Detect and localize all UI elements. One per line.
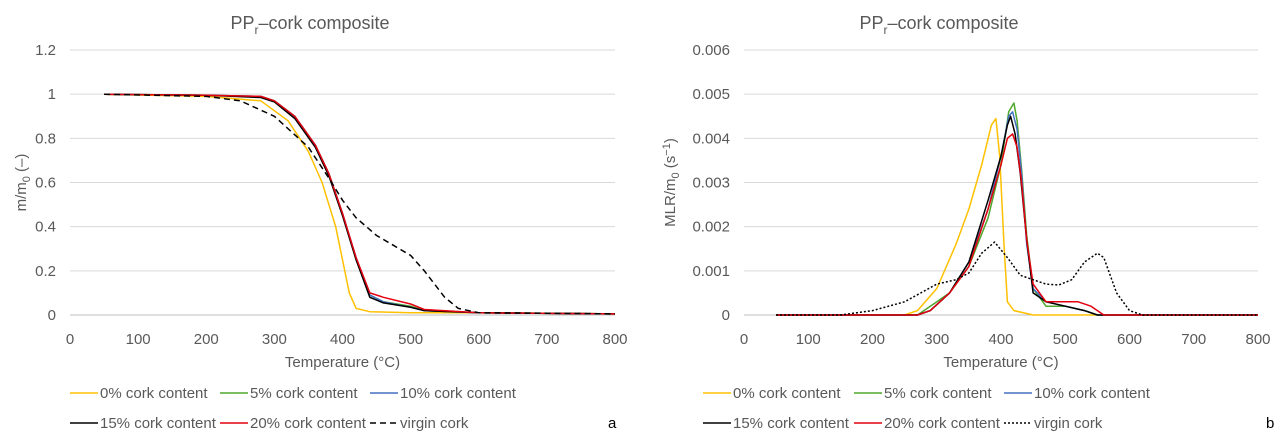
legend-label: 15% cork content	[100, 415, 217, 432]
series-line-15-cork-content	[104, 93, 616, 315]
x-tick-label: 800	[602, 331, 627, 348]
y-axis-label: MLR/m0 (s−1)	[661, 138, 682, 227]
series-line-virgin-cork	[104, 93, 616, 315]
legend-label: 20% cork content	[884, 415, 1001, 432]
y-tick-label: 0.8	[35, 130, 56, 147]
x-tick-label: 700	[534, 331, 559, 348]
legend-label: 10% cork content	[400, 385, 517, 402]
series-line-0-cork-content	[104, 93, 616, 315]
x-tick-label: 800	[1245, 331, 1270, 348]
y-axis-label: m/m0 (–)	[13, 154, 33, 212]
series-line-20-cork-content	[104, 93, 616, 315]
x-tick-label: 600	[466, 331, 491, 348]
y-tick-label: 1	[48, 86, 56, 103]
x-tick-label: 500	[1053, 331, 1078, 348]
x-tick-label: 300	[924, 331, 949, 348]
y-tick-label: 0.002	[692, 219, 730, 236]
chart-a-svg: 0 0.2 0.4 0.6 0.8 1 1.2 0 100 200 300 400 500 600 700 8…	[13, 13, 628, 432]
y-tick-label: 0	[722, 307, 730, 324]
chart-title: PPr–cork composite	[230, 13, 389, 37]
series-line-10-cork-content	[776, 111, 1258, 316]
chart-title: PPr–cork composite	[859, 13, 1018, 37]
y-tick-label: 0.003	[692, 175, 730, 192]
x-tick-label: 500	[398, 331, 423, 348]
y-tick-label: 0.6	[35, 175, 56, 192]
y-tick-label: 0.001	[692, 263, 730, 280]
legend-label: 5% cork content	[250, 385, 358, 402]
y-tick-label: 0.006	[692, 42, 730, 59]
y-tick-label: 0.005	[692, 86, 730, 103]
x-tick-label: 700	[1181, 331, 1206, 348]
chart-b-svg: 0 0.001 0.002 0.003 0.004 0.005 0.006 0 100 200 30…	[661, 13, 1274, 432]
series-line-0-cork-content	[776, 117, 1258, 316]
panel-letter: b	[1266, 415, 1274, 432]
chart-panel-b: 0 0.001 0.002 0.003 0.004 0.005 0.006 0 100 200 30…	[641, 0, 1283, 438]
y-tick-label: 0.2	[35, 263, 56, 280]
x-tick-label: 100	[126, 331, 151, 348]
legend-label: 10% cork content	[1034, 385, 1151, 402]
legend-label: 0% cork content	[733, 385, 841, 402]
series-line-10-cork-content	[104, 93, 616, 315]
x-tick-label: 600	[1117, 331, 1142, 348]
chart-panel-a: 0 0.2 0.4 0.6 0.8 1 1.2 0 100 200 300 400 500 600 700 8…	[0, 0, 641, 438]
y-tick-label: 0.004	[692, 130, 730, 147]
legend-label: 0% cork content	[100, 385, 208, 402]
x-tick-label: 200	[194, 331, 219, 348]
y-tick-label: 0	[48, 307, 56, 324]
legend-label: 20% cork content	[250, 415, 367, 432]
x-tick-label: 0	[740, 331, 748, 348]
legend-label: virgin cork	[1034, 415, 1103, 432]
series-line-5-cork-content	[104, 93, 616, 315]
x-tick-label: 400	[988, 331, 1013, 348]
x-tick-label: 200	[860, 331, 885, 348]
y-tick-label: 1.2	[35, 42, 56, 59]
legend-label: 15% cork content	[733, 415, 850, 432]
legend-label: 5% cork content	[884, 385, 992, 402]
series-line-20-cork-content	[776, 133, 1258, 316]
x-axis-label: Temperature (°C)	[943, 354, 1058, 371]
x-tick-label: 400	[330, 331, 355, 348]
series-line-virgin-cork	[776, 241, 1258, 316]
x-axis-label: Temperature (°C)	[285, 354, 400, 371]
x-tick-label: 300	[262, 331, 287, 348]
legend-label: virgin cork	[400, 415, 469, 432]
x-tick-label: 100	[796, 331, 821, 348]
x-tick-label: 0	[66, 331, 74, 348]
panel-letter: a	[608, 415, 617, 432]
y-tick-label: 0.4	[35, 219, 56, 236]
